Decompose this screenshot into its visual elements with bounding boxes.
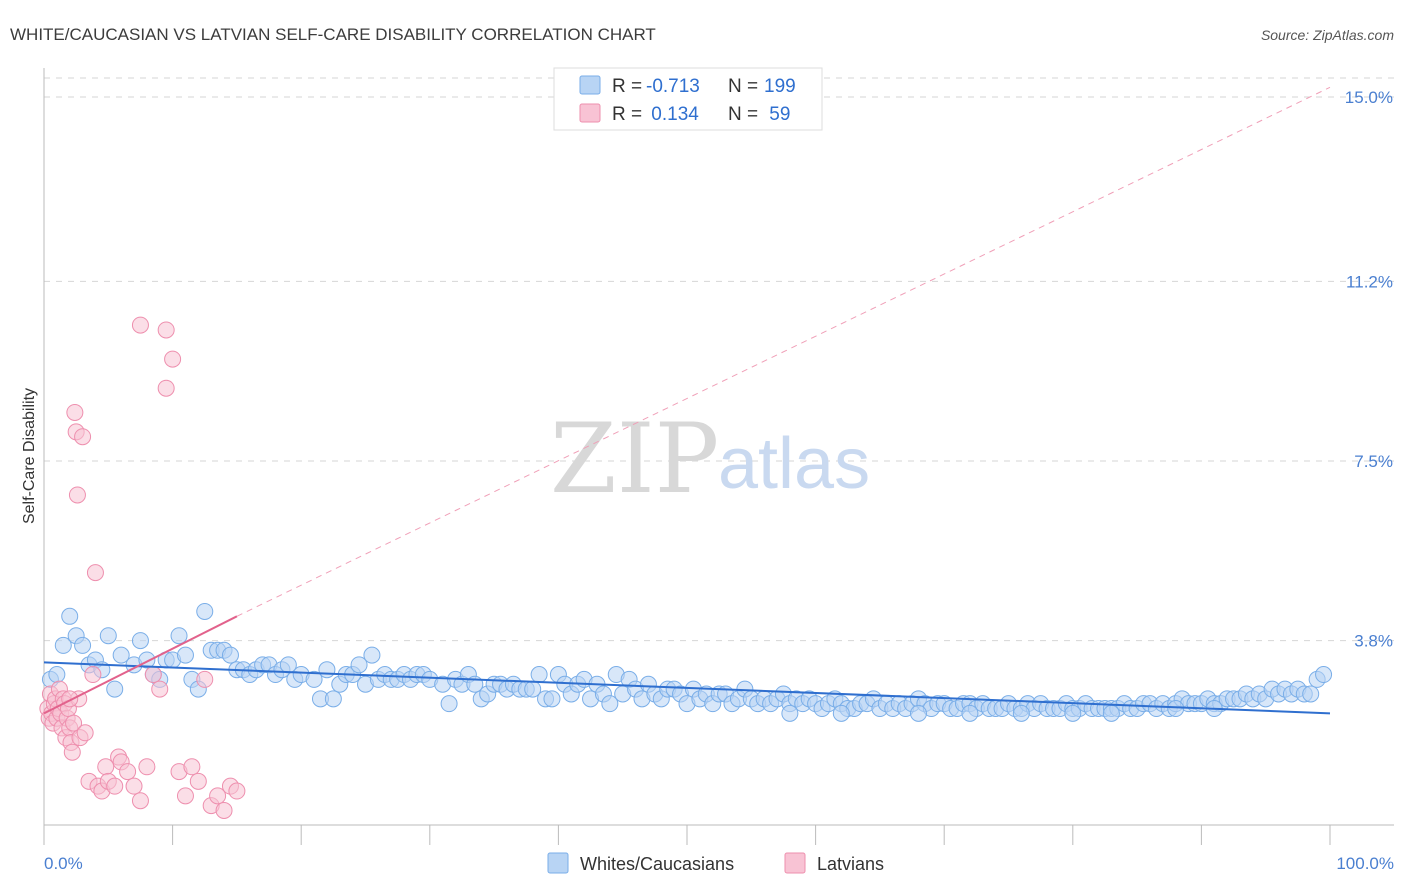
- latvians-point: [228, 782, 246, 800]
- x-axis-ticks: [43, 825, 1331, 845]
- latvians-point: [125, 777, 143, 795]
- scatter-points: [39, 316, 1333, 819]
- latvians-point: [183, 758, 201, 776]
- latvians-point: [138, 758, 156, 776]
- latvians-point: [157, 379, 175, 397]
- stats-r-value-2: 0.134: [646, 104, 699, 125]
- whites-point: [131, 632, 149, 650]
- stats-legend-swatch-pink: [579, 103, 601, 123]
- latvians-point: [157, 321, 175, 339]
- latvians-point: [68, 486, 86, 504]
- latvians-point: [119, 763, 137, 781]
- whites-point: [318, 661, 336, 679]
- stats-legend: R = -0.713 N = 199 R = 0.134 N = 59: [553, 67, 823, 131]
- stats-n-value-1: 199: [764, 76, 796, 97]
- stats-n-value-2: 59: [764, 104, 790, 125]
- whites-point: [1302, 685, 1320, 703]
- watermark-zip: ZIP: [550, 403, 719, 515]
- x-tick-label-right: 100.0%: [1336, 854, 1394, 873]
- whites-point: [106, 680, 124, 698]
- latvians-point: [84, 666, 102, 684]
- latvians-trend-extrapolated: [236, 86, 1331, 617]
- latvians-point: [131, 316, 149, 334]
- stats-r-label-2: R =: [612, 104, 642, 125]
- latvians-point: [106, 777, 124, 795]
- latvians-point: [189, 772, 207, 790]
- latvians-point: [151, 680, 169, 698]
- latvians-point: [63, 743, 81, 761]
- latvians-point: [86, 564, 104, 582]
- stats-r-label-1: R =: [612, 76, 642, 97]
- whites-point: [48, 666, 66, 684]
- whites-point: [909, 704, 927, 722]
- whites-point: [196, 602, 214, 620]
- grid-lines: [44, 77, 1394, 642]
- latvians-point: [66, 403, 84, 421]
- latvians-point: [215, 801, 233, 819]
- whites-point: [530, 666, 548, 684]
- legend-label-latvians: Latvians: [817, 854, 884, 874]
- legend-swatch-latvians: [784, 852, 806, 874]
- whites-point: [170, 627, 188, 645]
- latvians-point: [164, 350, 182, 368]
- whites-point: [99, 627, 117, 645]
- x-tick-label-left: 0.0%: [44, 854, 83, 873]
- whites-point: [1012, 704, 1030, 722]
- whites-point: [601, 695, 619, 713]
- stats-n-label-2: N =: [728, 104, 758, 125]
- legend-label-whites: Whites/Caucasians: [580, 854, 734, 874]
- bottom-legend: Whites/Caucasians Latvians: [547, 852, 884, 874]
- latvians-point: [61, 690, 79, 708]
- whites-point: [221, 646, 239, 664]
- whites-point: [961, 704, 979, 722]
- watermark-atlas: atlas: [718, 424, 870, 504]
- y-tick-label: 3.8%: [1354, 632, 1393, 651]
- y-axis-label: Self-Care Disability: [21, 388, 38, 524]
- latvians-point: [209, 787, 227, 805]
- chart-source: Source: ZipAtlas.com: [1261, 27, 1394, 43]
- whites-point: [1064, 704, 1082, 722]
- latvians-trend-line: [43, 615, 238, 715]
- whites-point: [363, 646, 381, 664]
- whites-point: [440, 695, 458, 713]
- latvians-point: [76, 724, 94, 742]
- whites-point: [324, 690, 342, 708]
- stats-r-value-1: -0.713: [646, 76, 700, 97]
- y-tick-label: 15.0%: [1345, 88, 1393, 107]
- whites-point: [305, 670, 323, 688]
- whites-point: [832, 704, 850, 722]
- latvians-point: [74, 428, 92, 446]
- whites-point: [543, 690, 561, 708]
- whites-trend-line: [43, 661, 1331, 715]
- latvians-point: [196, 670, 214, 688]
- latvians-point: [144, 666, 162, 684]
- legend-swatch-whites: [547, 852, 569, 874]
- whites-point: [54, 636, 72, 654]
- whites-point: [61, 607, 79, 625]
- y-axis-tick-labels: 3.8% 7.5% 11.2% 15.0%: [1345, 88, 1393, 651]
- whites-point: [781, 704, 799, 722]
- stats-n-label-1: N =: [728, 76, 758, 97]
- chart-title: WHITE/CAUCASIAN VS LATVIAN SELF-CARE DIS…: [10, 25, 656, 44]
- y-tick-label: 7.5%: [1354, 452, 1393, 471]
- trend-lines: [43, 86, 1331, 715]
- whites-point: [74, 636, 92, 654]
- latvians-point: [131, 792, 149, 810]
- whites-point: [176, 646, 194, 664]
- whites-point: [112, 646, 130, 664]
- latvians-point: [65, 714, 83, 732]
- whites-point: [350, 656, 368, 674]
- y-tick-label: 11.2%: [1346, 272, 1393, 291]
- whites-point: [1102, 704, 1120, 722]
- whites-point: [1167, 700, 1185, 718]
- stats-legend-swatch-blue: [579, 75, 601, 95]
- watermark: ZIP atlas: [550, 403, 870, 515]
- whites-point: [1315, 666, 1333, 684]
- latvians-point: [176, 787, 194, 805]
